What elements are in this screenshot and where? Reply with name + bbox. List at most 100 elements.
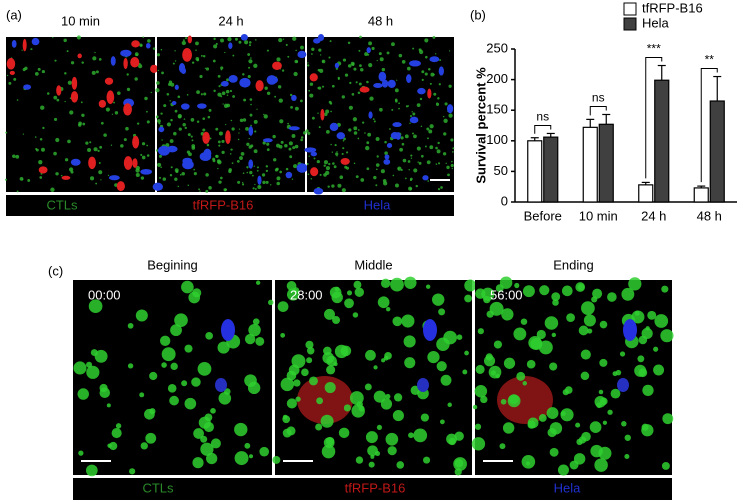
cell: [104, 77, 114, 85]
cell: [274, 168, 279, 172]
cell: [297, 50, 307, 59]
cell: [365, 145, 370, 151]
cell: [110, 144, 113, 146]
cell: [279, 170, 282, 174]
cell: [320, 54, 322, 56]
cell: [409, 116, 419, 124]
cell: [146, 144, 149, 147]
cell: [184, 126, 187, 130]
cell: [221, 150, 225, 154]
cell: [55, 172, 59, 176]
cell: [208, 186, 212, 190]
cell: [337, 183, 342, 188]
cell: [280, 377, 294, 392]
cell: [483, 295, 491, 304]
cell: [300, 99, 303, 103]
cell: [200, 435, 208, 443]
cell: [290, 106, 293, 109]
cell: [329, 122, 339, 132]
cell: [406, 66, 411, 71]
cell: [87, 148, 92, 153]
cell: [4, 178, 8, 181]
cell: [181, 103, 190, 110]
cell: [182, 157, 193, 165]
cell: [242, 182, 244, 184]
cell: [262, 180, 266, 185]
cell: [187, 133, 191, 137]
cell: [307, 347, 315, 355]
cell: [266, 91, 271, 96]
cell: [357, 129, 360, 131]
cell: [322, 60, 324, 62]
cell: [311, 53, 313, 55]
cell: [360, 67, 364, 72]
cell: [253, 63, 258, 68]
cell: [637, 355, 645, 363]
cell: [238, 132, 240, 134]
significance-bracket: [645, 57, 663, 179]
cell: [157, 162, 162, 167]
cell: [227, 37, 232, 42]
cell: [513, 327, 527, 341]
panel-label: (a): [6, 7, 22, 22]
cell: [294, 106, 299, 111]
cell: [199, 151, 212, 162]
cell: [427, 180, 430, 182]
cell: [31, 37, 40, 46]
cell: [464, 294, 472, 303]
cell: [278, 98, 283, 103]
cell: [309, 82, 314, 86]
cell: [294, 144, 299, 149]
cell: [448, 84, 452, 88]
cell: [200, 93, 203, 96]
cell: [56, 98, 60, 102]
cell: [140, 168, 152, 175]
cell: [147, 39, 151, 43]
cell: [366, 141, 370, 145]
cell: [254, 130, 257, 133]
cell: [477, 328, 484, 335]
cell: [328, 100, 332, 104]
cell: [483, 355, 496, 367]
cell: [181, 171, 185, 176]
cell: [393, 393, 403, 402]
cell: [343, 404, 351, 412]
cell: [181, 280, 194, 294]
cell: [446, 165, 450, 170]
cell: [132, 135, 140, 149]
cell: [30, 48, 33, 51]
cell: [387, 446, 397, 456]
cell: [205, 332, 213, 340]
cell: [462, 369, 468, 375]
cell: [22, 68, 26, 72]
cell: [99, 145, 103, 149]
cell: [225, 130, 231, 144]
cell: [293, 287, 300, 294]
significance: ns: [592, 91, 605, 105]
cell: [392, 122, 402, 128]
cell: [53, 117, 58, 121]
cell: [621, 421, 627, 427]
cell: [166, 122, 172, 127]
cell: [375, 137, 380, 141]
cell: [191, 146, 196, 150]
cell: [416, 146, 421, 151]
legend-label: tfRFP-B16: [345, 480, 406, 495]
cell: [174, 50, 176, 52]
cell: [239, 118, 244, 123]
cell: [450, 138, 454, 142]
cell: [547, 428, 557, 438]
cell: [249, 113, 253, 117]
cell: [175, 170, 179, 174]
cell: [536, 329, 546, 340]
cell: [404, 177, 407, 180]
cell: [497, 376, 553, 424]
cell: [331, 84, 335, 88]
cell: [170, 166, 173, 169]
x-tick-label: 24 h: [641, 208, 666, 223]
cell: [76, 35, 81, 40]
cell: [447, 402, 452, 408]
cell: [295, 49, 297, 52]
cell: [248, 126, 254, 136]
legend-bar: [6, 195, 454, 216]
